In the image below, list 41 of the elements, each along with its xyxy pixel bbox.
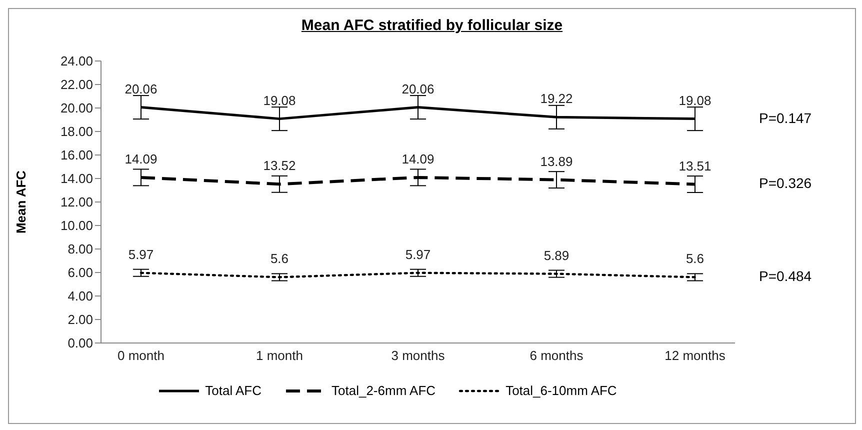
data-label: 19.08 bbox=[263, 92, 296, 108]
y-tick-label: 14.00 bbox=[60, 171, 93, 186]
y-tick-label: 16.00 bbox=[60, 148, 93, 163]
y-axis-title: Mean AFC bbox=[14, 170, 29, 234]
x-tick-label: 1 month bbox=[256, 348, 303, 364]
data-label: 19.22 bbox=[540, 91, 573, 106]
data-label: 5.89 bbox=[544, 248, 570, 263]
data-label: 13.89 bbox=[540, 154, 573, 169]
y-tick-label: 20.00 bbox=[60, 100, 93, 116]
y-tick-label: 0.00 bbox=[68, 336, 93, 351]
data-label: 14.09 bbox=[124, 151, 158, 166]
data-label: 5.97 bbox=[128, 246, 154, 262]
x-tick-label: 0 month bbox=[118, 348, 164, 364]
data-label: 5.6 bbox=[686, 251, 704, 266]
data-label: 5.6 bbox=[270, 251, 289, 266]
y-tick-label: 6.00 bbox=[68, 265, 93, 280]
y-tick-label: 24.00 bbox=[60, 54, 93, 69]
data-label: 20.06 bbox=[402, 81, 434, 96]
x-tick-label: 3 months bbox=[391, 348, 446, 364]
x-tick-label: 6 months bbox=[530, 348, 584, 364]
data-label: 13.51 bbox=[678, 158, 712, 174]
y-tick-label: 12.00 bbox=[60, 194, 93, 210]
data-label: 20.06 bbox=[124, 81, 158, 96]
text: P=0.484 bbox=[759, 268, 812, 284]
chart-title: Mean AFC stratified by follicular size bbox=[300, 17, 564, 34]
x-tick-label: 12 months bbox=[664, 348, 726, 364]
data-label: 19.08 bbox=[678, 92, 712, 108]
y-tick-label: 10.00 bbox=[60, 218, 93, 234]
text: P=0.147 bbox=[759, 110, 812, 126]
data-label: 5.97 bbox=[405, 246, 431, 262]
y-tick-label: 18.00 bbox=[60, 124, 93, 140]
y-tick-label: 8.00 bbox=[68, 242, 93, 257]
y-tick-label: 4.00 bbox=[68, 288, 93, 304]
legend-label: Total AFC bbox=[204, 383, 262, 398]
legend-label: Total_6-10mm AFC bbox=[504, 383, 617, 398]
legend-label: Total_2-6mm AFC bbox=[330, 383, 436, 398]
text: P=0.326 bbox=[759, 175, 812, 192]
y-tick-label: 22.00 bbox=[60, 77, 93, 92]
data-label: 14.09 bbox=[402, 151, 434, 166]
y-tick-label: 2.00 bbox=[68, 312, 93, 328]
data-label: 13.52 bbox=[263, 158, 296, 174]
